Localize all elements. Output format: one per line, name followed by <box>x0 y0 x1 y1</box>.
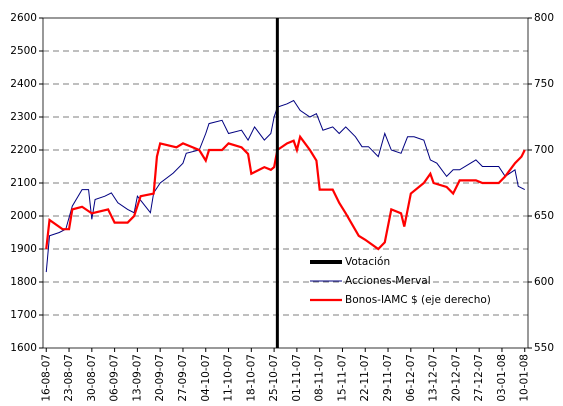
y-tick-label: 1600 <box>10 342 37 354</box>
x-tick-label: 03-01-08 <box>496 354 508 402</box>
y-tick-label: 1800 <box>10 276 37 288</box>
x-tick-label: 01-11-07 <box>291 354 303 402</box>
x-tick-label: 22-11-07 <box>359 354 371 402</box>
y2-tick-label: 800 <box>534 12 554 24</box>
x-tick-label: 18-10-07 <box>245 354 257 402</box>
x-tick-label: 11-10-07 <box>223 354 235 402</box>
x-tick-label: 16-08-07 <box>40 354 52 402</box>
x-tick-label: 27-12-07 <box>473 354 485 402</box>
x-tick-label: 04-10-07 <box>200 354 212 402</box>
y-tick-label: 2000 <box>10 210 37 222</box>
x-tick-label: 20-09-07 <box>154 354 166 402</box>
x-tick-label: 25-10-07 <box>268 354 280 402</box>
y-tick-label: 2400 <box>10 78 37 90</box>
plot-frame <box>42 17 529 349</box>
line-series <box>45 134 526 251</box>
legend-label: Votación <box>345 256 390 268</box>
y2-tick-label: 650 <box>534 210 554 222</box>
x-tick-label: 15-11-07 <box>336 354 348 402</box>
x-tick-label: 29-11-07 <box>382 354 394 402</box>
y-tick-label: 2200 <box>10 144 37 156</box>
y2-tick-label: 700 <box>534 144 554 156</box>
y2-tick-label: 550 <box>534 342 554 354</box>
y-tick-label: 2100 <box>10 177 37 189</box>
y2-tick-label: 750 <box>534 78 554 90</box>
legend-label: Bonos-IAMC $ (eje derecho) <box>345 294 491 306</box>
y-tick-label: 2600 <box>10 12 37 24</box>
x-tick-label: 06-12-07 <box>405 354 417 402</box>
y-tick-label: 1900 <box>10 243 37 255</box>
y-tick-label: 2500 <box>10 45 37 57</box>
legend-label: Acciones-Merval <box>345 275 431 287</box>
legend: Votación Acciones-Merval Bonos-IAMC $ (eje… <box>310 256 491 306</box>
x-tick-label: 06-09-07 <box>109 354 121 402</box>
x-tick-label: 13-12-07 <box>428 354 440 402</box>
x-tick-label: 20-12-07 <box>450 354 462 402</box>
line-series <box>45 99 525 273</box>
y-tick-label: 1700 <box>10 309 37 321</box>
x-tick-label: 27-09-07 <box>177 354 189 402</box>
y2-tick-label: 600 <box>534 276 554 288</box>
x-tick-label: 13-09-07 <box>131 354 143 402</box>
x-tick-label: 08-11-07 <box>314 354 326 402</box>
y-tick-label: 2300 <box>10 111 37 123</box>
x-tick-label: 10-01-08 <box>519 354 531 402</box>
x-tick-label: 23-08-07 <box>63 354 75 402</box>
x-tick-label: 30-08-07 <box>86 354 98 402</box>
